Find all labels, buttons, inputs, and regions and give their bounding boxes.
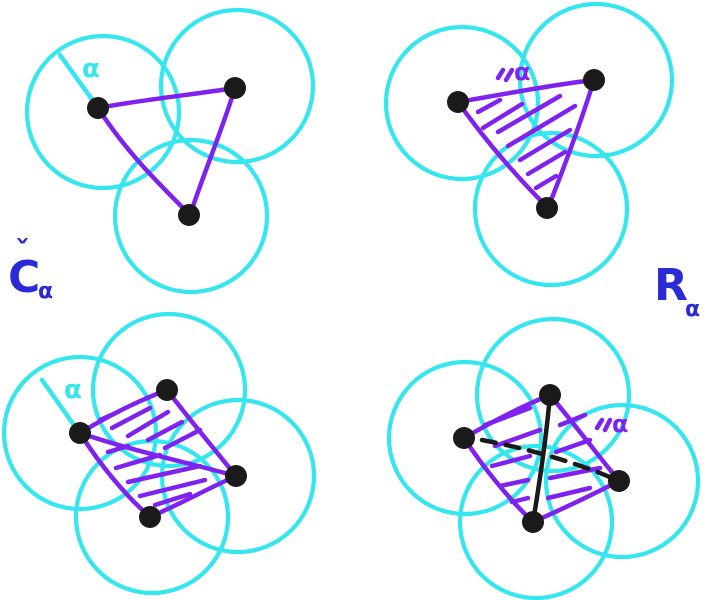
cech-subscript: α [38,279,53,304]
simplex-edge [187,85,238,218]
circle [1,354,159,512]
hatch-line [495,93,563,135]
circle [543,402,701,560]
cech-complex-label: C ˇ α [8,235,53,304]
hatch-line [113,452,163,471]
hatch-line [145,419,185,443]
hatch-line [495,67,515,83]
vertex-point [69,422,91,444]
circle [386,359,544,517]
diagonal-edge [530,392,553,525]
hatch-line [125,409,171,439]
hatch-line [547,465,603,481]
hatch-line [492,427,543,449]
vertex-point [87,97,109,119]
vertex-point [522,511,544,533]
simplex-edge [455,77,597,105]
vertex-point [539,384,561,406]
rips-complex-label: R α [654,260,700,322]
vertex-point [608,470,630,492]
simplex-edge [455,99,551,211]
hatch-line [109,405,153,431]
hatch-line [125,463,203,485]
diagonal-edge-dotted [479,437,615,481]
vertex-point [156,379,178,401]
panel-top-left: α [24,7,316,295]
circle [517,1,675,159]
cech-letter: C [8,252,40,303]
radius-line [57,52,99,108]
circle [73,438,231,596]
hatch-line [105,443,131,455]
vertex-point [224,77,246,99]
circle [158,7,316,165]
panel-top-right: α [383,1,675,288]
hatch-line [482,405,533,428]
radius-line [39,377,79,431]
hatch-line [152,491,193,508]
rips-letter: R [654,260,688,311]
hatch-line [533,173,559,191]
hatch-line [505,103,578,149]
hatch-line [97,409,121,423]
hatch-line [509,495,531,505]
vertex-point [225,465,247,487]
vertex-point [583,69,605,91]
hatch-line [497,477,531,489]
vertex-point [453,427,475,449]
simplex-edge [95,105,193,218]
hatch-line [489,453,533,469]
hatch-line [553,437,593,455]
vertex-point [447,91,469,113]
hatch-line [545,485,593,501]
alpha-label: α [514,58,531,86]
hatch-line [137,477,208,499]
panel-bottom-right: α [386,316,701,600]
circle [474,316,632,474]
alpha-label: α [612,410,629,438]
circle [383,24,541,182]
hatch-line [557,412,588,428]
circle [472,130,630,288]
vertex-point [139,506,161,528]
circle [90,311,248,469]
circle [112,137,270,295]
alpha-label: α [82,54,100,84]
cech-accent: ˇ [15,235,30,270]
circle [24,33,182,191]
hatch-line [475,97,503,115]
alpha-label: α [64,375,82,405]
hatch-line [594,417,613,433]
rips-subscript: α [685,297,700,322]
simplex-edge [95,85,238,111]
hatch-line [525,149,568,177]
panel-bottom-left: α [1,311,317,596]
vertex-point [536,197,558,219]
circle [457,443,615,600]
hatch-line [480,101,525,131]
vertex-point [178,204,200,226]
simplex-edge [545,77,597,211]
hatch-line [517,127,573,163]
hatch-line [162,427,203,451]
